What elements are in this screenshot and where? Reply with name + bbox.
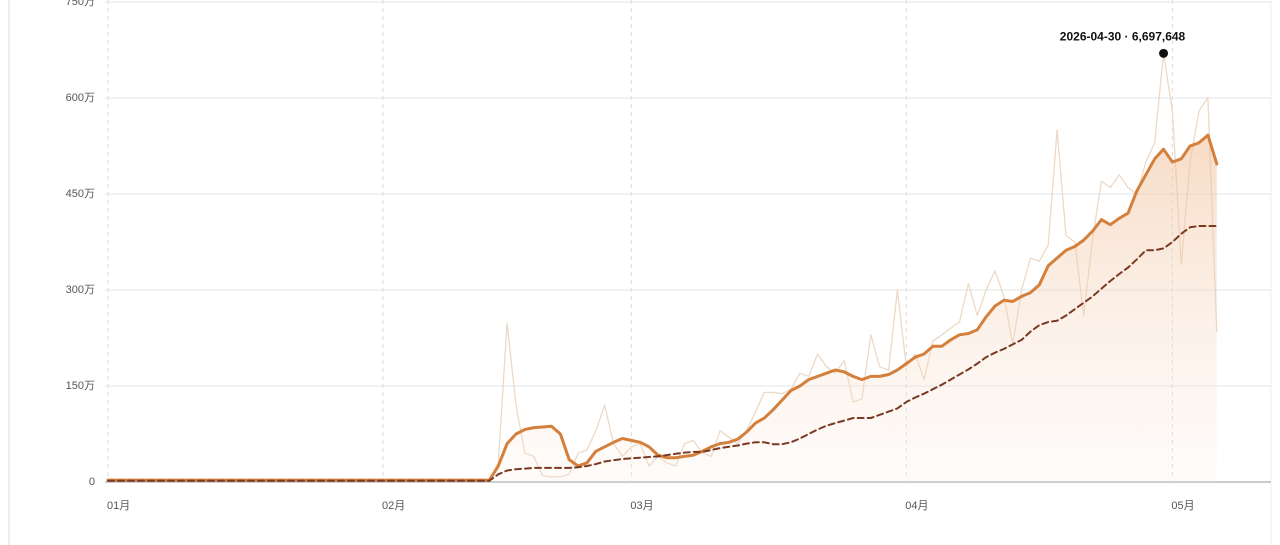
y-tick-label: 300万	[66, 284, 95, 296]
y-tick-label: 450万	[66, 188, 95, 200]
x-tick-label: 02月	[382, 500, 405, 512]
peak-point	[1159, 48, 1169, 58]
x-tick-label: 04月	[905, 500, 928, 512]
x-tick-label: 01月	[107, 500, 130, 512]
y-tick-label: 0	[89, 476, 95, 488]
x-tick-label: 05月	[1171, 500, 1194, 512]
y-tick-label: 150万	[66, 380, 95, 392]
y-tick-label: 750万	[66, 0, 95, 8]
annotation: 2026-04-30 · 6,697,648	[1060, 30, 1186, 44]
y-tick-label: 600万	[66, 92, 95, 104]
x-tick-label: 03月	[630, 500, 653, 512]
area	[108, 135, 1217, 482]
dashed-average-line	[107, 225, 1218, 482]
